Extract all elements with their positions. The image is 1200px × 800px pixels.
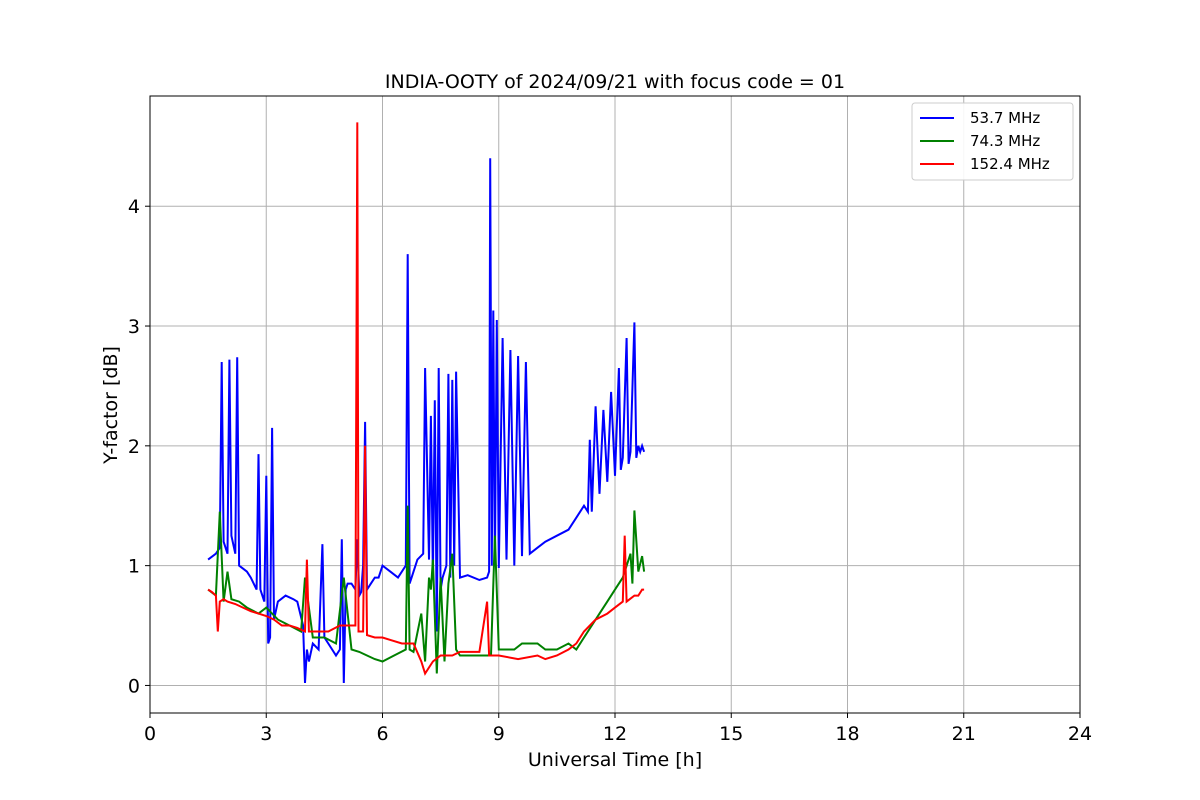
x-tick-label: 15	[719, 723, 743, 745]
x-tick-label: 9	[493, 723, 505, 745]
series-line-0	[207, 158, 646, 684]
legend-label-1: 74.3 MHz	[970, 132, 1040, 150]
legend-label-0: 53.7 MHz	[970, 109, 1040, 127]
series-lines	[207, 122, 646, 684]
x-axis: 0 3 6 9 12 15 18 21 24	[144, 713, 1092, 745]
x-tick-label: 24	[1068, 723, 1092, 745]
x-tick-label: 12	[603, 723, 627, 745]
x-tick-label: 0	[144, 723, 156, 745]
chart-title: INDIA-OOTY of 2024/09/21 with focus code…	[385, 71, 845, 93]
y-axis: 0 1 2 3 4	[128, 196, 150, 697]
x-tick-label: 21	[952, 723, 976, 745]
y-tick-label: 4	[128, 196, 140, 218]
series-line-2	[207, 122, 645, 676]
legend-box	[911, 102, 1074, 181]
y-axis-label: Y-factor [dB]	[100, 346, 122, 465]
x-tick-label: 18	[835, 723, 859, 745]
x-tick-label: 3	[260, 723, 272, 745]
legend-label-2: 152.4 MHz	[970, 155, 1050, 173]
x-axis-label: Universal Time [h]	[528, 749, 702, 771]
y-tick-label: 2	[128, 436, 140, 458]
y-tick-label: 3	[128, 316, 140, 338]
y-tick-label: 1	[128, 556, 140, 578]
legend: 53.7 MHz 74.3 MHz 152.4 MHz	[911, 102, 1074, 181]
x-tick-label: 6	[376, 723, 388, 745]
y-tick-label: 0	[128, 675, 140, 697]
